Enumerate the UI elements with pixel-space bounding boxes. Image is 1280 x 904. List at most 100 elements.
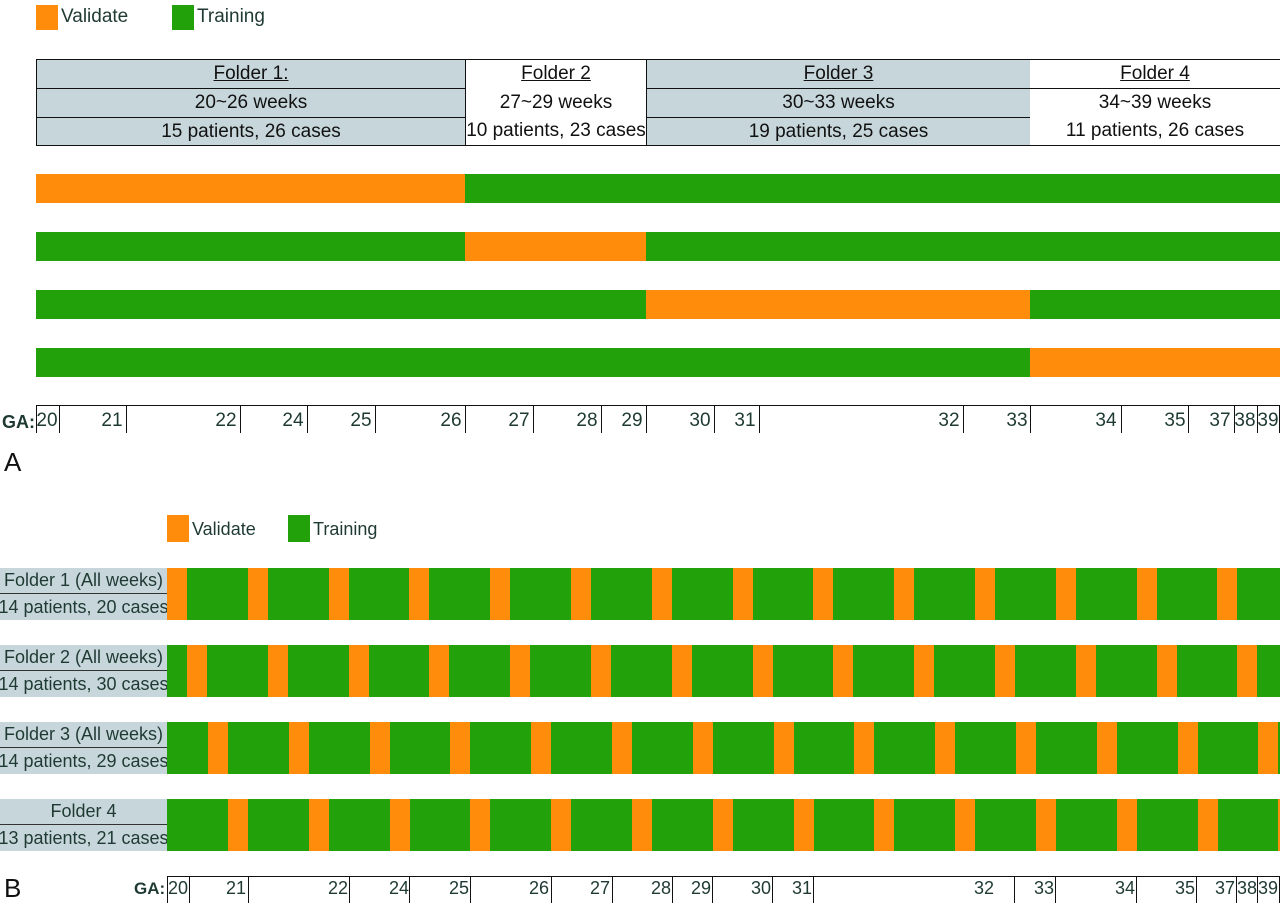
panel-a-tick-label: 32 (938, 410, 960, 431)
panel-b-tick-label: 25 (448, 878, 470, 898)
panel-b-validate-stripe (1036, 799, 1056, 851)
fold-2-folder-2-validate-segment (465, 232, 646, 261)
folder-2-title: Folder 2 (521, 63, 591, 84)
panel-b-validate-stripe (470, 799, 491, 851)
panel-a-tick-label: 22 (215, 410, 237, 431)
fold-4-folder-4-validate-segment (1030, 348, 1280, 377)
panel-a-axis-label: GA: (2, 412, 35, 432)
panel-b-tick-mark (612, 876, 613, 903)
fold-1-folder-3-training-segment (646, 174, 1030, 203)
panel-a-tick-label: 28 (576, 410, 598, 431)
panel-a-tick-mark (646, 405, 647, 433)
folder-1-counts-cell: 15 patients, 26 cases (36, 117, 466, 146)
panel-a-tick-mark (533, 405, 534, 433)
panel-b-letter: B (4, 873, 22, 903)
panel-b-validate-stripe (510, 645, 531, 697)
validate-legend-label: Validate (61, 6, 129, 27)
panel-a-tick-label: 37 (1209, 410, 1231, 431)
panel-a-tick-label: 21 (101, 410, 123, 431)
panel-b-validate-stripe (328, 568, 349, 620)
panel-b-validate-stripe (267, 645, 288, 697)
folder-1-title: Folder 1: (213, 63, 289, 84)
fold-4-folder-3-training-segment (646, 348, 1030, 377)
panel-a-tick-mark (759, 405, 760, 433)
panel-b-tick-mark (1014, 876, 1015, 903)
panel-b-axis-label: GA: (134, 879, 166, 898)
panel-b-validate-stripe (651, 568, 672, 620)
panel-a-tick-mark (1188, 405, 1189, 433)
panel-b-fold-2-row (167, 645, 1280, 697)
panel-b-validate-stripe (612, 722, 632, 774)
folder-1-weeks-cell: 20~26 weeks (36, 88, 466, 117)
panel-b-validate-stripe (773, 722, 794, 774)
folder-4-weeks-cell: 34~39 weeks (1030, 88, 1280, 117)
panel-b-validate-stripe (208, 722, 228, 774)
panel-b-tick-label: 29 (690, 878, 712, 898)
fold-1-folder-1-validate-segment (36, 174, 465, 203)
panel-a-tick-label: 26 (440, 410, 462, 431)
panel-b-validate-stripe (1016, 722, 1036, 774)
panel-b-validate-stripe (752, 645, 773, 697)
panel-b-validate-stripe (348, 645, 369, 697)
panel-b-validate-stripe (1096, 722, 1117, 774)
panel-a-tick-label: 34 (1095, 410, 1117, 431)
panel-b-validate-stripe (935, 722, 956, 774)
panel-b-tick-label: 31 (791, 878, 813, 898)
panel-b-validate-stripe (1156, 645, 1177, 697)
panel-b-validate-stripe (854, 722, 875, 774)
panel-b-tick-mark (248, 876, 249, 903)
panel-b-tick-mark (409, 876, 410, 903)
panel-b-validate-stripe (389, 799, 410, 851)
training-legend-label: Training (197, 6, 265, 27)
panel-b-fold-4-row (167, 799, 1280, 851)
panel-b-folder-1-name: Folder 1 (All weeks) (0, 568, 167, 594)
panel-b-validate-stripe (228, 799, 248, 851)
panel-b-tick-label: 30 (750, 878, 772, 898)
panel-b-validate-stripe (874, 799, 895, 851)
panel-b-validate-stripe (450, 722, 471, 774)
panel-b-validate-stripe (894, 568, 915, 620)
panel-a-tick-mark (465, 405, 466, 433)
panel-a-tick-mark (1030, 405, 1031, 433)
panel-b-validate-stripe (692, 722, 713, 774)
panel-b-validate-stripe (247, 568, 268, 620)
fold-1-folder-4-training-segment (1030, 174, 1280, 203)
panel-b-validate-stripe (1055, 568, 1076, 620)
panel-b-validate-stripe (1136, 568, 1157, 620)
panel-b-tick-mark (167, 876, 168, 903)
panel-b-tick-label: 37 (1214, 878, 1236, 898)
panel-b-validate-stripe (490, 568, 511, 620)
panel-b-validate-stripe (671, 645, 692, 697)
folder-3-counts-cell: 19 patients, 25 cases (646, 117, 1031, 146)
panel-b-validate-stripe (187, 645, 207, 697)
panel-b-validate-stripe (1258, 722, 1279, 774)
fold-1-folder-2-training-segment (465, 174, 646, 203)
folder-4-title-cell: Folder 4 (1030, 59, 1280, 88)
fold-3-folder-1-training-segment (36, 290, 465, 319)
validate-legend-swatch (36, 5, 58, 30)
panel-a-tick-label: 31 (734, 410, 756, 431)
panel-a-tick-label: 33 (1006, 410, 1028, 431)
panel-a-tick-label: 39 (1257, 410, 1279, 431)
panel-b-tick-mark (712, 876, 713, 903)
panel-a-tick-label: 24 (282, 410, 304, 431)
panel-a-axis-line (36, 405, 1280, 406)
panel-b-validate-stripe (1217, 568, 1238, 620)
panel-b-validate-stripe (632, 799, 652, 851)
panel-b-validate-stripe (409, 568, 430, 620)
folder-1-title-cell: Folder 1: (36, 59, 466, 88)
panel-b-folder-4-name: Folder 4 (0, 799, 167, 825)
fold-3-folder-3-validate-segment (646, 290, 1030, 319)
folder-3-title: Folder 3 (803, 63, 874, 84)
panel-b-validate-stripe (591, 645, 611, 697)
panel-a-tick-mark (36, 405, 37, 433)
panel-a-tick-mark (59, 405, 60, 433)
panel-a-tick-mark (126, 405, 127, 433)
panel-b-fold-1-row (167, 568, 1280, 620)
panel-b-tick-label: 20 (167, 878, 189, 898)
panel-b-tick-label: 27 (589, 878, 611, 898)
panel-b-fold-3-row (167, 722, 1280, 774)
panel-b-tick-mark (772, 876, 773, 903)
panel-b-validate-stripe (551, 799, 572, 851)
